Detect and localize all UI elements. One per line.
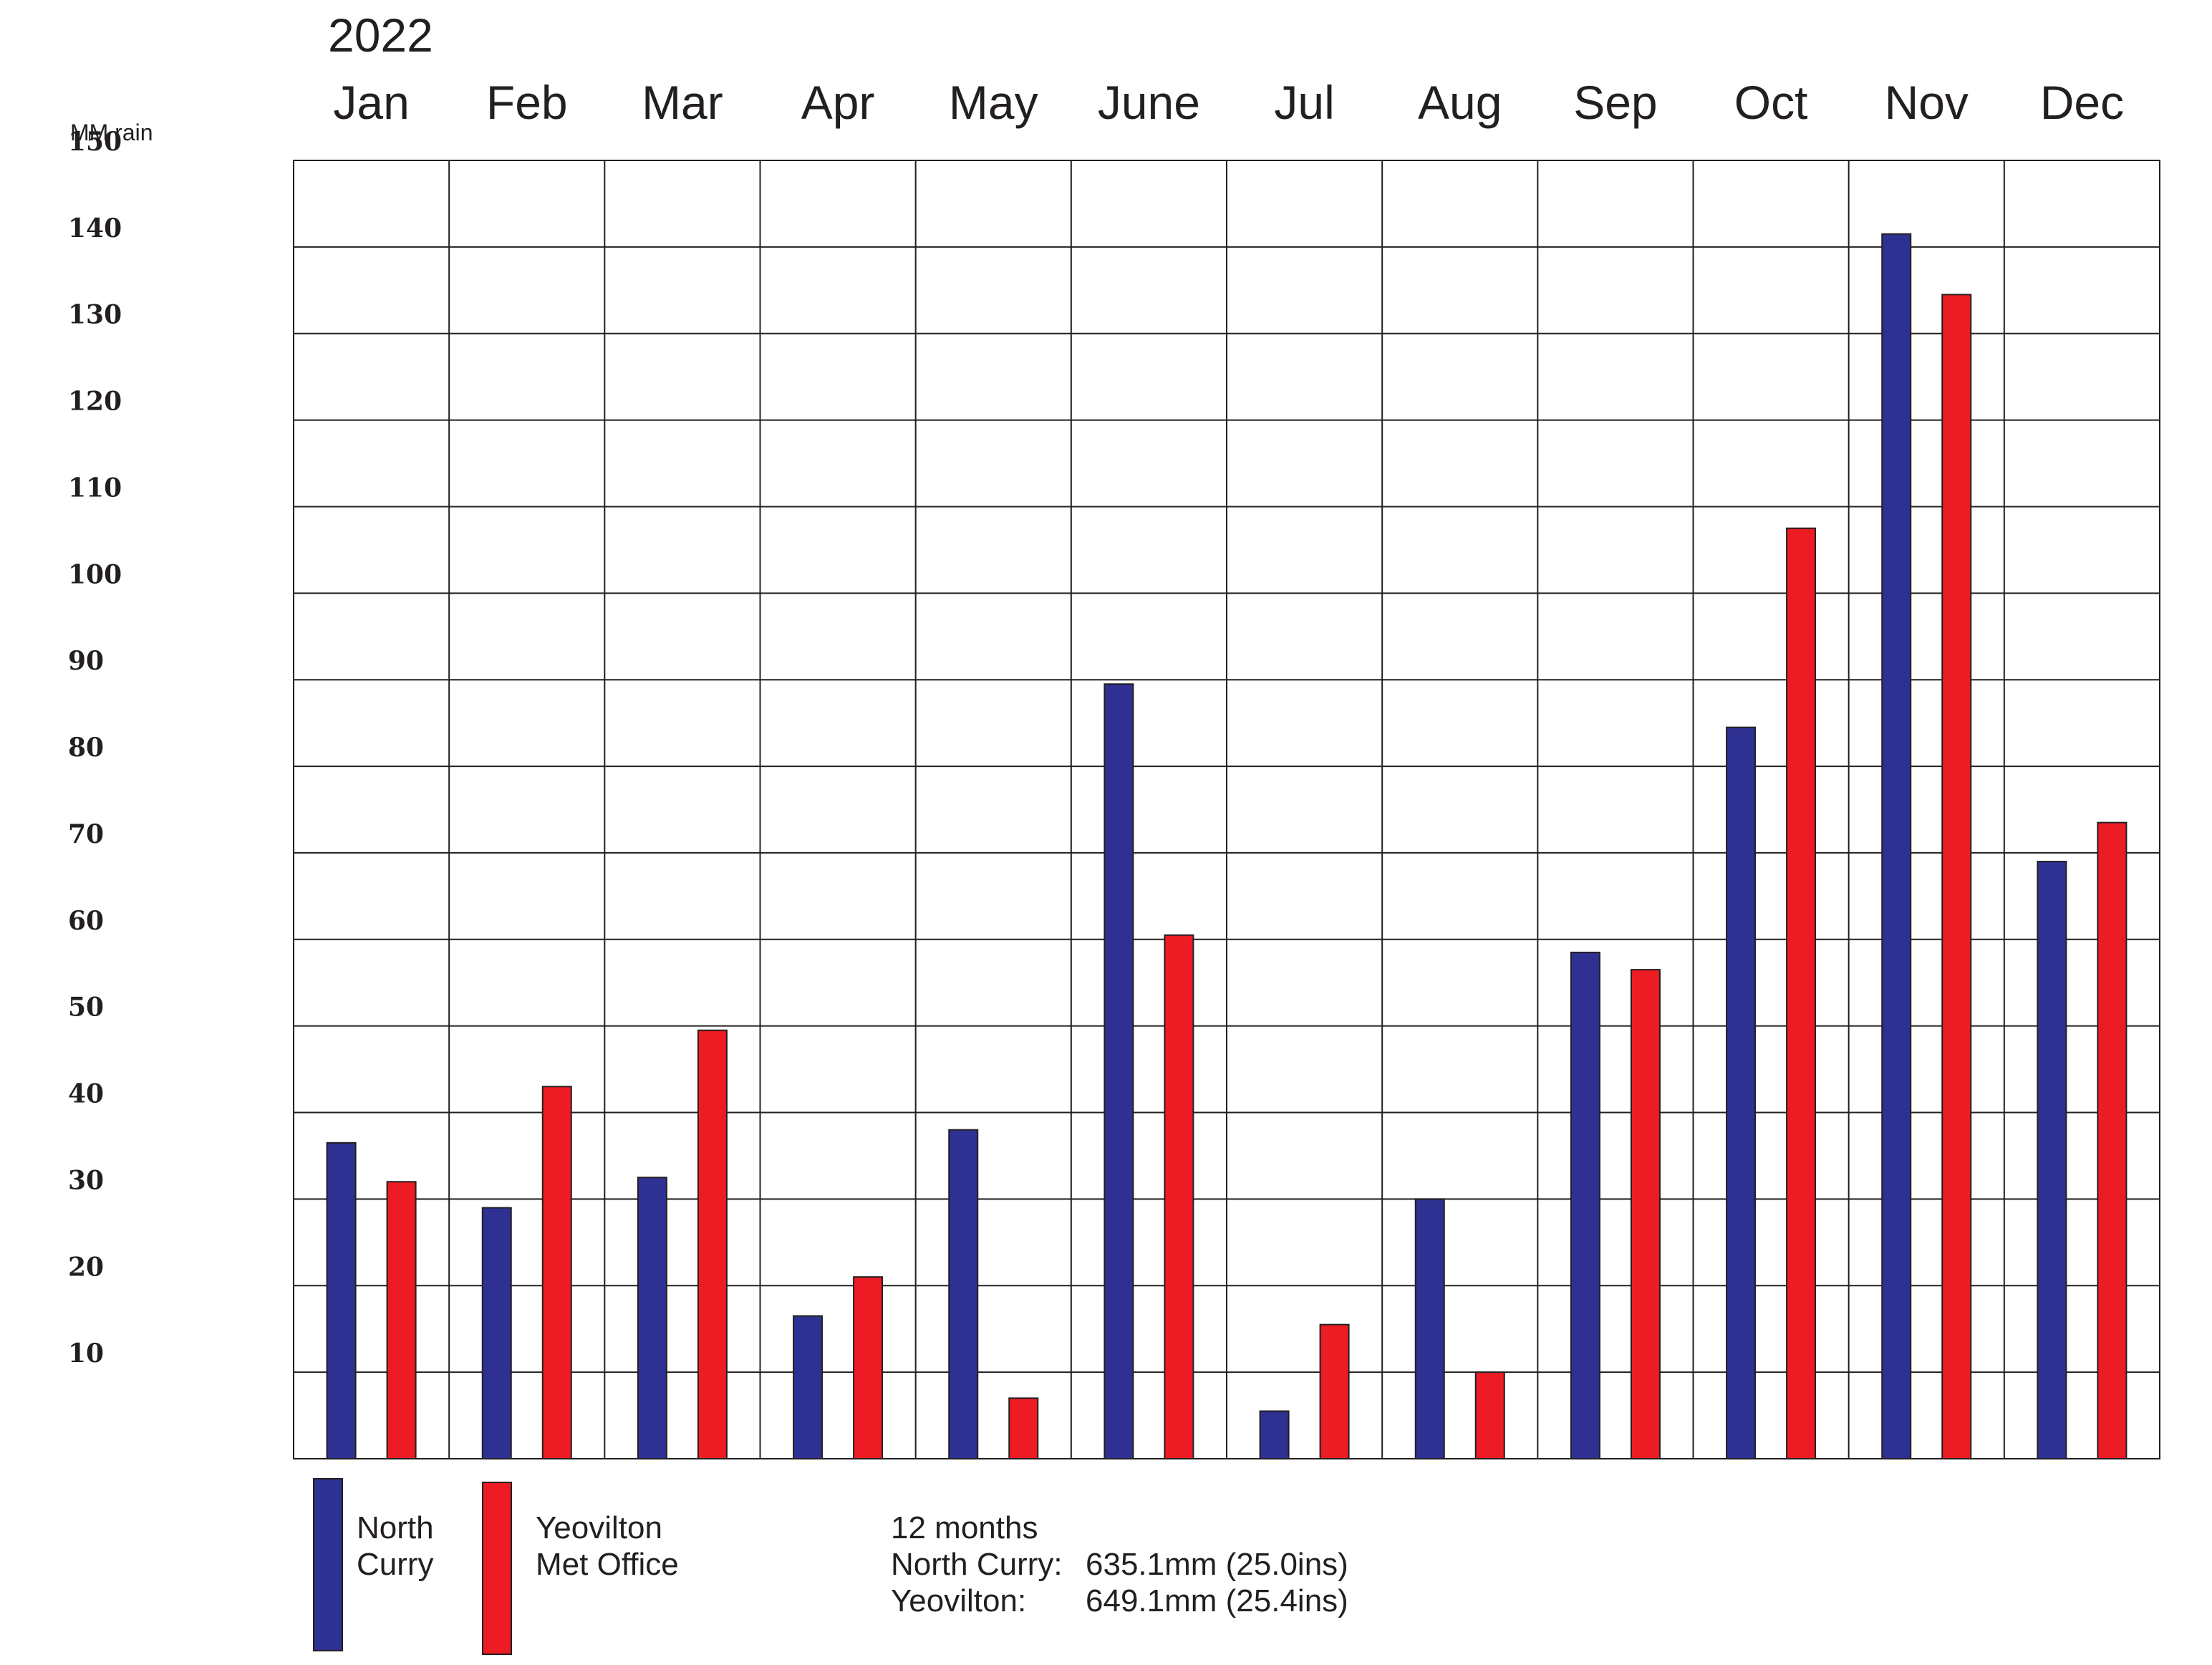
plot-grid [293, 160, 2160, 1459]
y-tick-label: 20 [68, 1252, 104, 1282]
y-tick-label: 90 [68, 646, 104, 676]
bars [326, 233, 2128, 1460]
bar-series-1-apr [853, 1276, 884, 1460]
bar-series-0-june [1103, 683, 1134, 1460]
x-tick-label: June [1098, 76, 1200, 129]
y-tick-label: 120 [68, 387, 122, 417]
y-tick-label: 50 [68, 993, 104, 1023]
y-axis-label: MM rain [70, 120, 153, 145]
summary-heading: 12 months [891, 1510, 1038, 1545]
summary-label: Yeovilton: [891, 1583, 1026, 1618]
bar-series-1-nov [1941, 294, 1972, 1459]
y-tick-label: 130 [68, 300, 122, 330]
bar-series-0-jul [1259, 1410, 1290, 1459]
y-tick-label: 60 [68, 906, 104, 936]
x-tick-label: Sep [1573, 76, 1657, 129]
x-tick-label: Nov [1885, 76, 1969, 129]
x-tick-label: Mar [642, 76, 723, 129]
y-tick-label: 150 [68, 127, 122, 157]
legend-label: Yeovilton [536, 1510, 662, 1545]
y-tick-label: 110 [68, 473, 122, 503]
bar-series-1-oct [1786, 527, 1817, 1459]
x-tick-label: Dec [2040, 76, 2124, 129]
y-axis-ticks: 150 140 130 120 110 100 90 80 70 60 50 40 30 20 10 [68, 127, 122, 1369]
legend-label: Curry [357, 1547, 434, 1582]
chart-title: 2022 [328, 9, 433, 62]
bar-series-1-aug [1474, 1371, 1505, 1459]
legend-label: North [357, 1510, 434, 1545]
bar-series-1-jan [386, 1181, 417, 1460]
legend-swatch [313, 1478, 343, 1651]
y-tick-label: 10 [68, 1338, 104, 1369]
x-tick-label: Oct [1734, 76, 1808, 129]
bar-series-0-sep [1570, 951, 1600, 1460]
y-tick-label: 80 [68, 733, 104, 763]
bar-series-1-may [1008, 1397, 1039, 1459]
x-tick-label: Jul [1274, 76, 1334, 129]
x-tick-label: May [949, 76, 1038, 129]
bar-series-1-feb [541, 1086, 572, 1459]
x-tick-label: Feb [486, 76, 568, 129]
y-tick-label: 40 [68, 1079, 104, 1109]
bar-series-0-mar [637, 1177, 667, 1460]
bar-series-1-june [1164, 934, 1194, 1460]
bar-series-0-oct [1726, 726, 1757, 1459]
bar-series-0-dec [2037, 861, 2067, 1459]
bar-series-1-mar [697, 1029, 728, 1459]
y-tick-label: 30 [68, 1165, 104, 1195]
x-tick-label: Aug [1418, 76, 1502, 129]
x-tick-label: Apr [801, 76, 875, 129]
y-tick-label: 70 [68, 819, 104, 849]
legend-swatch [482, 1482, 512, 1655]
bar-series-1-sep [1630, 969, 1661, 1460]
legend-label: Met Office [536, 1547, 679, 1582]
summary-value: 649.1mm (25.4ins) [1086, 1583, 1348, 1618]
y-tick-label: 100 [68, 559, 122, 589]
bar-series-0-aug [1414, 1198, 1445, 1460]
x-axis-labels: Jan Feb Mar Apr May June Jul Aug Sep Oct Nov Dec [333, 76, 2124, 129]
x-tick-label: Jan [333, 76, 409, 129]
bar-series-0-may [948, 1129, 979, 1459]
bar-series-1-jul [1319, 1323, 1350, 1459]
bar-series-0-jan [326, 1142, 357, 1459]
bar-series-1-dec [2097, 821, 2128, 1459]
bar-series-0-feb [481, 1207, 512, 1460]
y-tick-label: 140 [68, 213, 122, 243]
summary-value: 635.1mm (25.0ins) [1086, 1547, 1348, 1582]
bar-series-0-nov [1881, 233, 1912, 1459]
bar-series-0-apr [793, 1315, 824, 1459]
summary-label: North Curry: [891, 1547, 1063, 1582]
